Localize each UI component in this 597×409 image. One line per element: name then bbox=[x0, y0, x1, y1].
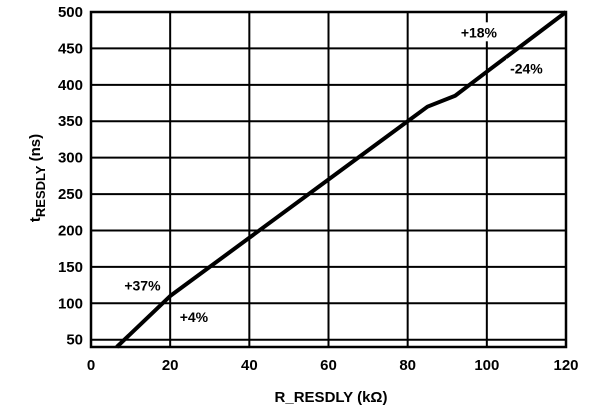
annotation-background bbox=[506, 58, 547, 78]
x-tick-label: 0 bbox=[87, 357, 95, 374]
annotation-label: -24% bbox=[510, 61, 543, 77]
annotations: +18% -24% +37% +4% bbox=[122, 22, 547, 327]
y-axis-title: tRESDLY (ns) bbox=[27, 134, 48, 222]
tick-labels: 0 20 40 60 80 100 120 50 100 150 200 250 300 350 400 45… bbox=[58, 4, 579, 374]
y-tick-label: 400 bbox=[58, 77, 83, 94]
annotation-background bbox=[122, 275, 163, 295]
x-tick-label: 40 bbox=[241, 357, 258, 374]
annotation-label: +37% bbox=[124, 278, 161, 294]
x-tick-label: 100 bbox=[474, 357, 499, 374]
y-tick-label: 50 bbox=[66, 332, 83, 349]
x-tick-label: 20 bbox=[162, 357, 179, 374]
y-tick-label: 450 bbox=[58, 40, 83, 57]
x-tick-label: 80 bbox=[399, 357, 416, 374]
x-tick-label: 60 bbox=[320, 357, 337, 374]
y-tick-label: 500 bbox=[58, 4, 83, 21]
y-tick-label: 250 bbox=[58, 186, 83, 203]
x-tick-label: 120 bbox=[553, 357, 578, 374]
annotation-label: +4% bbox=[180, 309, 209, 325]
y-tick-label: 100 bbox=[58, 295, 83, 312]
y-tick-label: 300 bbox=[58, 150, 83, 167]
annotation-background bbox=[178, 307, 210, 327]
y-tick-label: 350 bbox=[58, 113, 83, 130]
series-line bbox=[115, 10, 568, 349]
annotation-background bbox=[458, 22, 500, 42]
annotation-label: +18% bbox=[461, 24, 498, 40]
x-axis-title: R_RESDLY (kΩ) bbox=[275, 389, 388, 406]
y-tick-label: 200 bbox=[58, 222, 83, 239]
y-tick-label: 150 bbox=[58, 259, 83, 276]
series-layer bbox=[115, 10, 568, 349]
plot-frame bbox=[89, 10, 568, 349]
